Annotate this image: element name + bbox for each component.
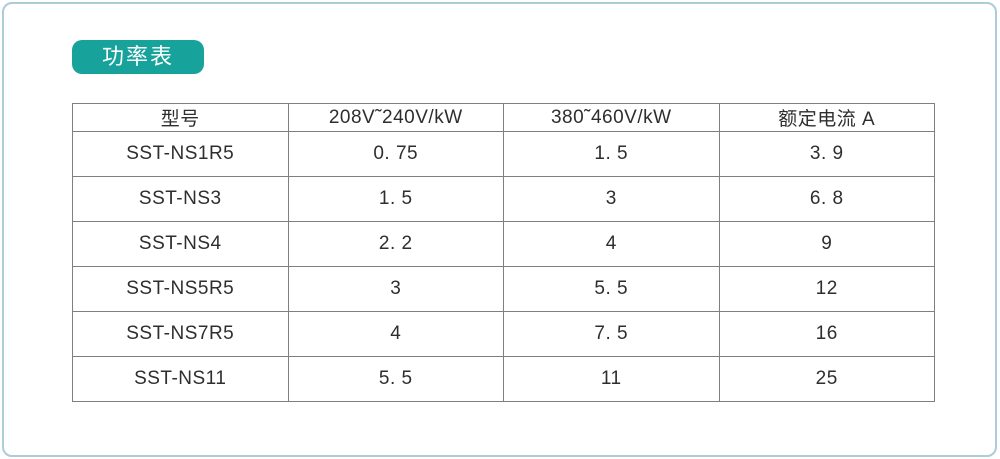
header-208v-240v-kw: 208V˜240V/kW <box>287 103 504 132</box>
cell-kw-380-460: 1. 5 <box>503 131 720 177</box>
cell-model: SST-NS11 <box>72 356 289 402</box>
cell-rated-current: 9 <box>718 221 935 267</box>
cell-kw-208-240: 2. 2 <box>287 221 504 267</box>
header-model: 型号 <box>72 103 289 132</box>
header-rated-current: 额定电流 A <box>718 103 935 132</box>
cell-rated-current: 3. 9 <box>718 131 935 177</box>
header-380-460v-kw: 380˜460V/kW <box>503 103 720 132</box>
cell-kw-208-240: 3 <box>287 266 504 312</box>
table-header-row: 型号 208V˜240V/kW 380˜460V/kW 额定电流 A <box>72 103 935 132</box>
power-table-badge: 功率表 <box>72 40 205 74</box>
cell-model: SST-NS1R5 <box>72 131 289 177</box>
cell-kw-208-240: 5. 5 <box>287 356 504 402</box>
power-table-container: 型号 208V˜240V/kW 380˜460V/kW 额定电流 A SST-N… <box>72 103 935 402</box>
table-row: SST-NS11 5. 5 11 25 <box>72 356 935 402</box>
cell-model: SST-NS5R5 <box>72 266 289 312</box>
cell-rated-current: 6. 8 <box>718 176 935 222</box>
power-table: 型号 208V˜240V/kW 380˜460V/kW 额定电流 A SST-N… <box>72 103 935 402</box>
cell-rated-current: 12 <box>718 266 935 312</box>
table-row: SST-NS7R5 4 7. 5 16 <box>72 311 935 357</box>
cell-kw-208-240: 0. 75 <box>287 131 504 177</box>
table-row: SST-NS3 1. 5 3 6. 8 <box>72 176 935 222</box>
cell-model: SST-NS3 <box>72 176 289 222</box>
cell-model: SST-NS7R5 <box>72 311 289 357</box>
table-row: SST-NS5R5 3 5. 5 12 <box>72 266 935 312</box>
cell-kw-380-460: 5. 5 <box>503 266 720 312</box>
cell-kw-380-460: 7. 5 <box>503 311 720 357</box>
cell-rated-current: 16 <box>718 311 935 357</box>
cell-kw-208-240: 4 <box>287 311 504 357</box>
cell-kw-380-460: 11 <box>503 356 720 402</box>
table-row: SST-NS4 2. 2 4 9 <box>72 221 935 267</box>
cell-kw-208-240: 1. 5 <box>287 176 504 222</box>
cell-rated-current: 25 <box>718 356 935 402</box>
cell-model: SST-NS4 <box>72 221 289 267</box>
cell-kw-380-460: 4 <box>503 221 720 267</box>
cell-kw-380-460: 3 <box>503 176 720 222</box>
table-row: SST-NS1R5 0. 75 1. 5 3. 9 <box>72 131 935 177</box>
